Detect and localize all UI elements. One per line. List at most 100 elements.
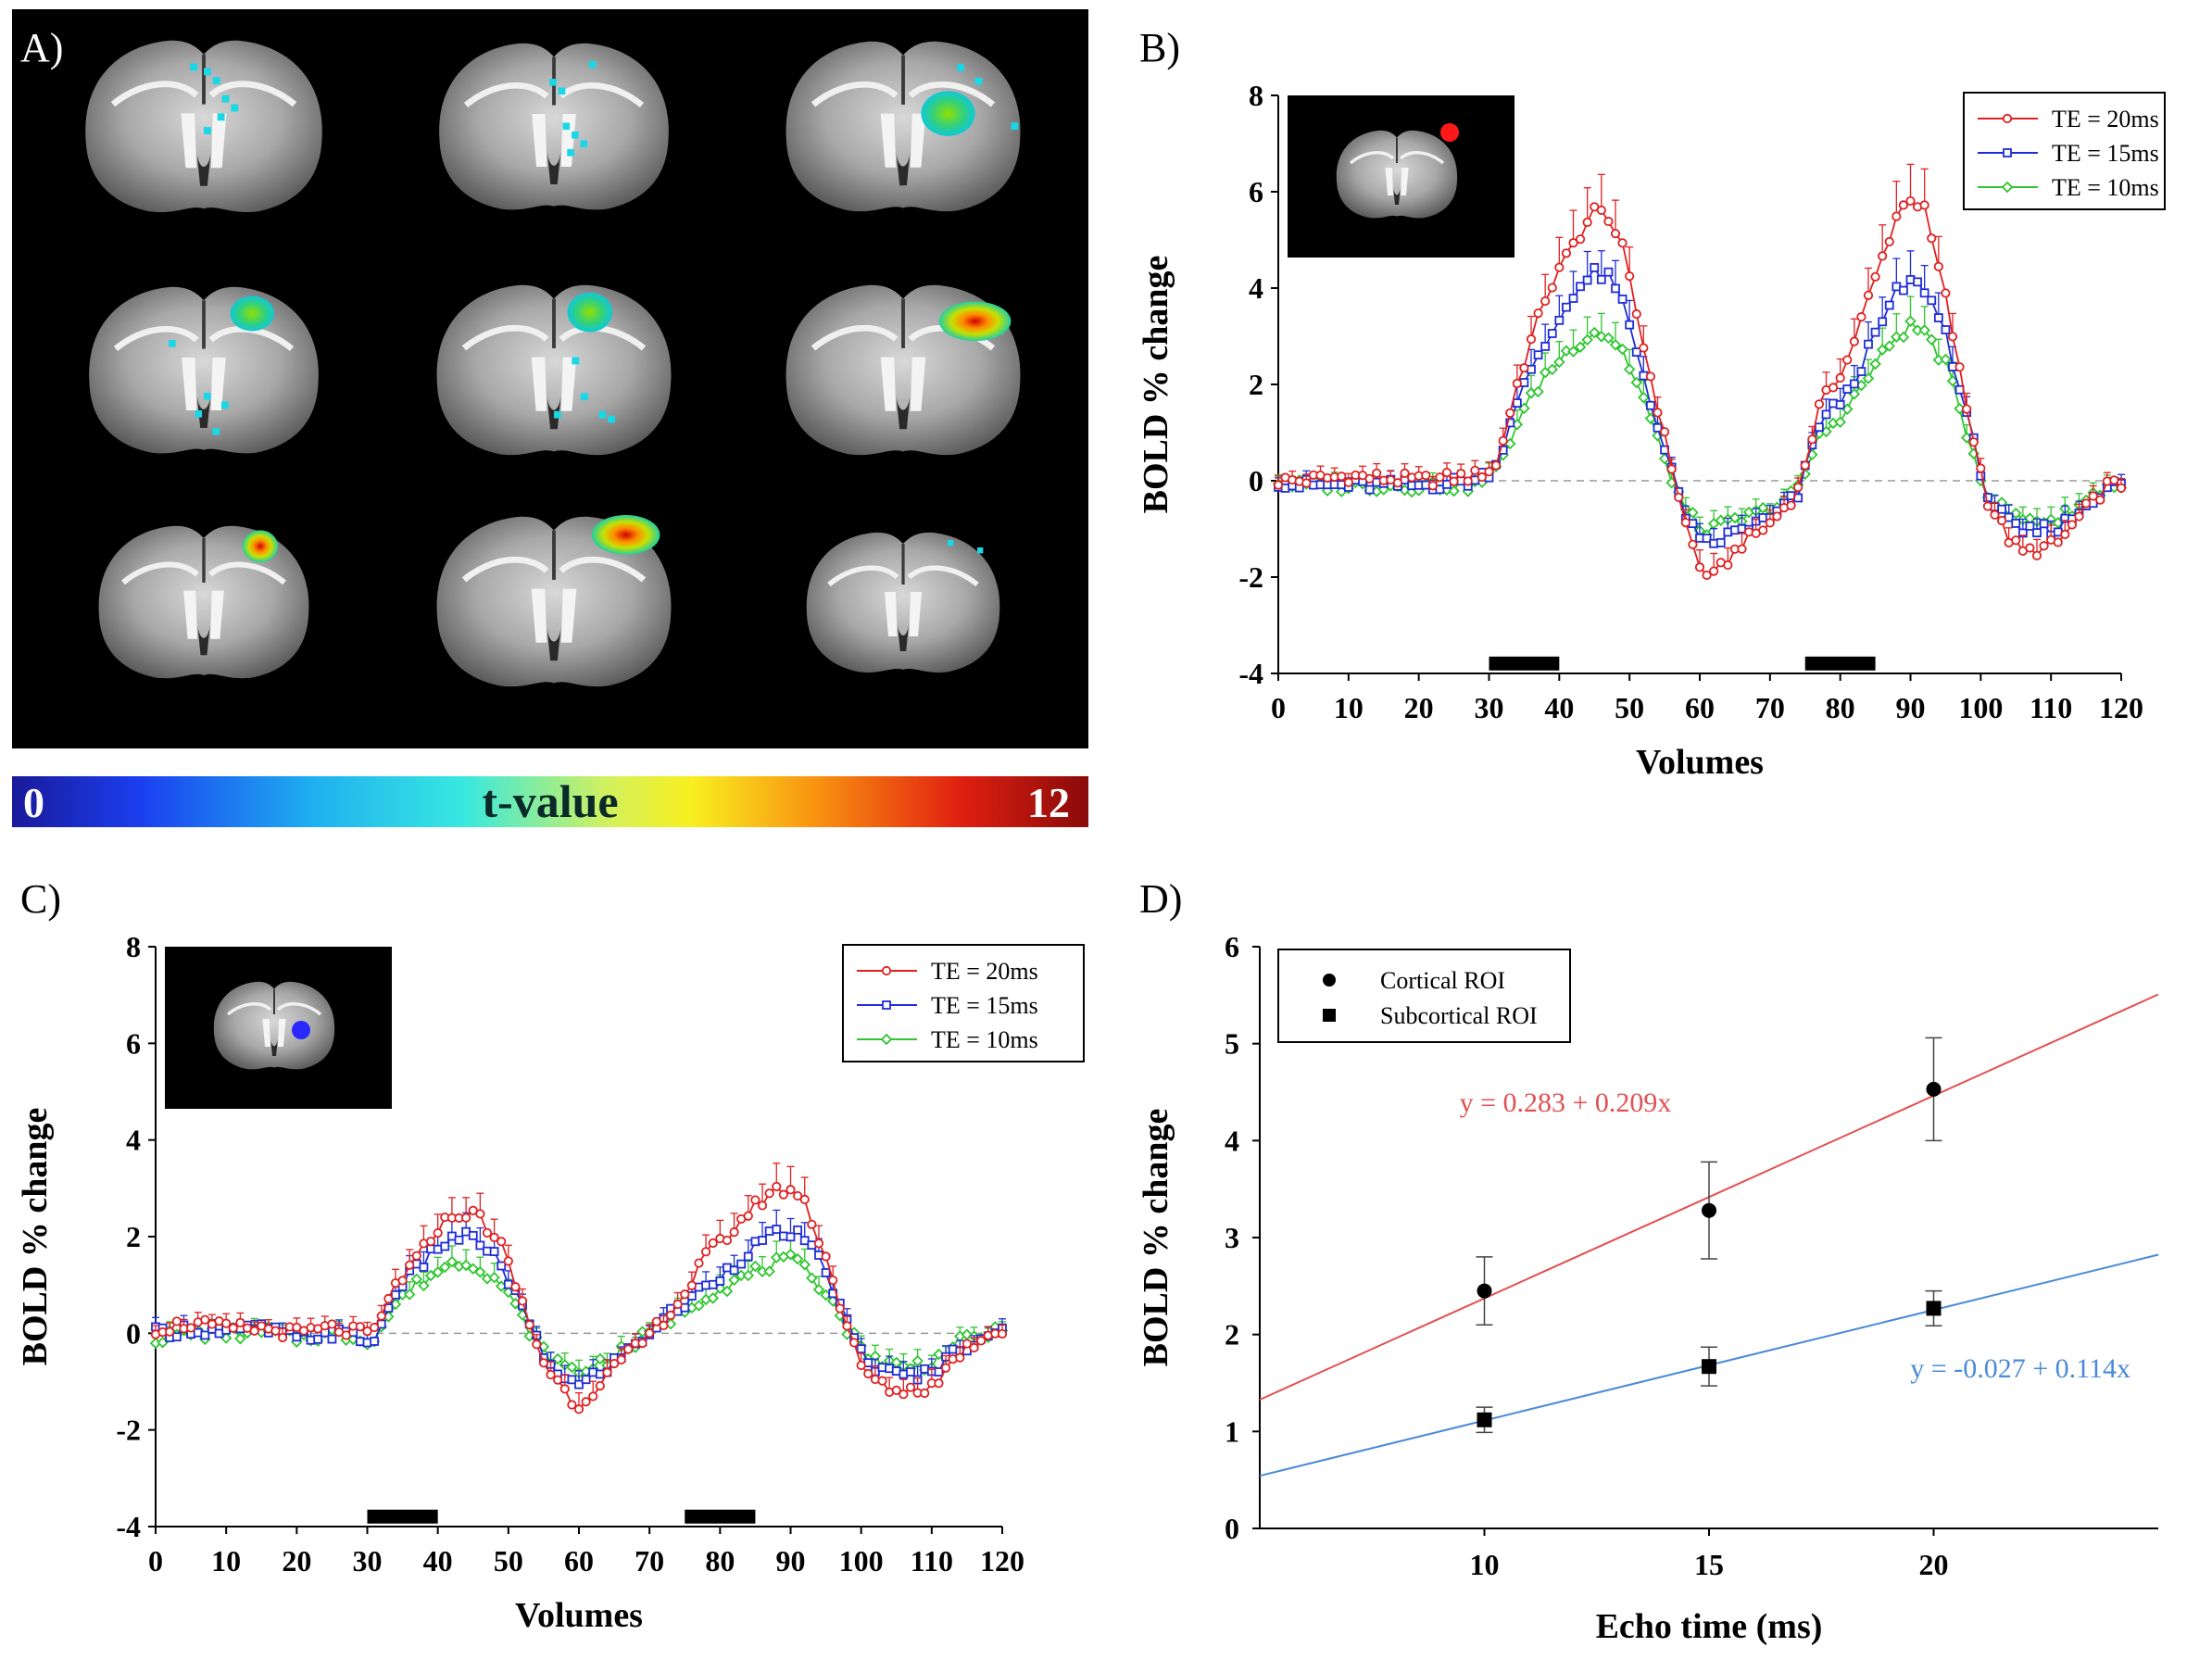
brain-dark-center <box>197 622 210 656</box>
data-point <box>1337 471 1347 482</box>
activation-speckle <box>558 87 566 95</box>
data-point <box>1610 229 1621 239</box>
data-point <box>1926 1081 1942 1097</box>
data-point <box>1456 469 1466 479</box>
data-point <box>1484 467 1494 477</box>
data-point <box>1834 416 1846 429</box>
data-point <box>1913 277 1922 287</box>
data-point <box>1449 476 1459 486</box>
data-point <box>1904 315 1917 327</box>
data-point <box>1702 1202 1716 1218</box>
activation-speckle <box>212 77 220 85</box>
data-point <box>1997 504 2006 514</box>
data-point <box>821 1268 831 1277</box>
data-point <box>551 1352 564 1365</box>
panel-d-svg: 0 1 2 3 4 5 6 10 15 20 Echo time (ms) BOLD % change… <box>1137 930 2159 1646</box>
legend-label: TE = 10ms <box>2052 174 2159 201</box>
data-point <box>474 1265 486 1278</box>
brain-dark-center <box>896 149 911 186</box>
data-point <box>743 1251 753 1262</box>
data-point <box>567 1400 577 1410</box>
data-point <box>772 1181 782 1192</box>
activation-speckle <box>195 410 203 418</box>
data-point <box>277 1332 288 1343</box>
data-point <box>553 1375 563 1385</box>
data-point <box>842 1321 852 1331</box>
data-point <box>722 1235 733 1246</box>
stimulus-block <box>1489 656 1560 671</box>
brain-corpus-callosum <box>827 565 979 587</box>
brain-slice-7 <box>98 525 309 679</box>
data-point <box>235 1317 245 1328</box>
x-tick-label: 120 <box>980 1544 1024 1578</box>
legend: Cortical ROI Subcortical ROI <box>1277 949 1571 1043</box>
data-point <box>1666 464 1677 474</box>
y-tick-label: 6 <box>126 1026 141 1060</box>
x-axis-label: Volumes <box>1636 743 1764 782</box>
data-point <box>1582 217 1592 228</box>
data-point <box>856 1344 866 1353</box>
data-point <box>1435 484 1445 495</box>
x-tick-label: 10 <box>1334 691 1364 724</box>
data-point <box>1688 539 1698 549</box>
data-point <box>1567 346 1579 358</box>
data-point <box>1962 404 1972 414</box>
data-point <box>665 1310 676 1320</box>
data-point <box>1553 356 1565 369</box>
y-tick-label: 4 <box>126 1124 141 1157</box>
x-tick-label: 0 <box>148 1544 163 1578</box>
roi-marker <box>292 1021 310 1039</box>
data-point <box>1933 313 1943 322</box>
data-point <box>1540 295 1551 307</box>
data-point <box>482 1227 493 1238</box>
y-tick-label: 2 <box>1249 368 1263 401</box>
data-point <box>757 1201 768 1211</box>
data-point <box>806 1272 818 1285</box>
panel-a-svg: 0 t-value 12 <box>12 9 1088 827</box>
activation-speckle <box>581 393 588 401</box>
data-point <box>1849 379 1859 389</box>
legend-label: TE = 20ms <box>2052 106 2159 132</box>
data-point <box>1441 467 1452 478</box>
data-point <box>446 1255 459 1268</box>
activation-blob <box>938 301 1012 342</box>
data-point <box>693 1300 705 1312</box>
x-tick-label: 110 <box>911 1544 953 1578</box>
data-point <box>1653 408 1663 418</box>
data-point <box>1659 427 1670 437</box>
data-point <box>1533 350 1543 360</box>
legend-marker <box>880 1033 893 1046</box>
activation-blob <box>242 530 279 563</box>
activation-speckle <box>554 410 561 419</box>
data-point <box>1490 460 1502 471</box>
brain-ventricle <box>531 588 577 643</box>
data-point <box>791 1252 804 1265</box>
data-point <box>785 1249 797 1261</box>
data-point <box>2109 475 2119 485</box>
series-TE = 10ms <box>149 1237 1009 1379</box>
brain-dark-center <box>547 624 561 661</box>
data-point <box>461 1213 471 1223</box>
brain-slice-6 <box>786 284 1021 456</box>
data-point <box>1273 480 1284 490</box>
data-point <box>1680 518 1690 528</box>
data-point <box>856 1360 866 1371</box>
data-point <box>1919 288 1929 298</box>
activation-speckle <box>572 132 579 139</box>
data-point <box>327 1319 337 1329</box>
panel-a-activation-maps: 0 t-value 12 A) <box>0 0 1102 834</box>
brain-outline <box>1336 130 1458 219</box>
data-point <box>1954 362 1965 372</box>
data-point <box>1623 363 1636 375</box>
data-point <box>2116 483 2127 493</box>
data-point <box>793 1225 803 1235</box>
data-point <box>1758 525 1768 535</box>
data-point <box>1421 471 1431 481</box>
brain-slice-image <box>1336 130 1458 219</box>
data-point <box>750 1195 760 1205</box>
x-axis-label: Echo time (ms) <box>1596 1607 1823 1646</box>
data-point <box>1884 300 1894 310</box>
data-point <box>1638 391 1650 404</box>
legend: TE = 20ms TE = 15ms TE = 10ms <box>1963 92 2166 210</box>
data-point <box>1968 437 1979 447</box>
